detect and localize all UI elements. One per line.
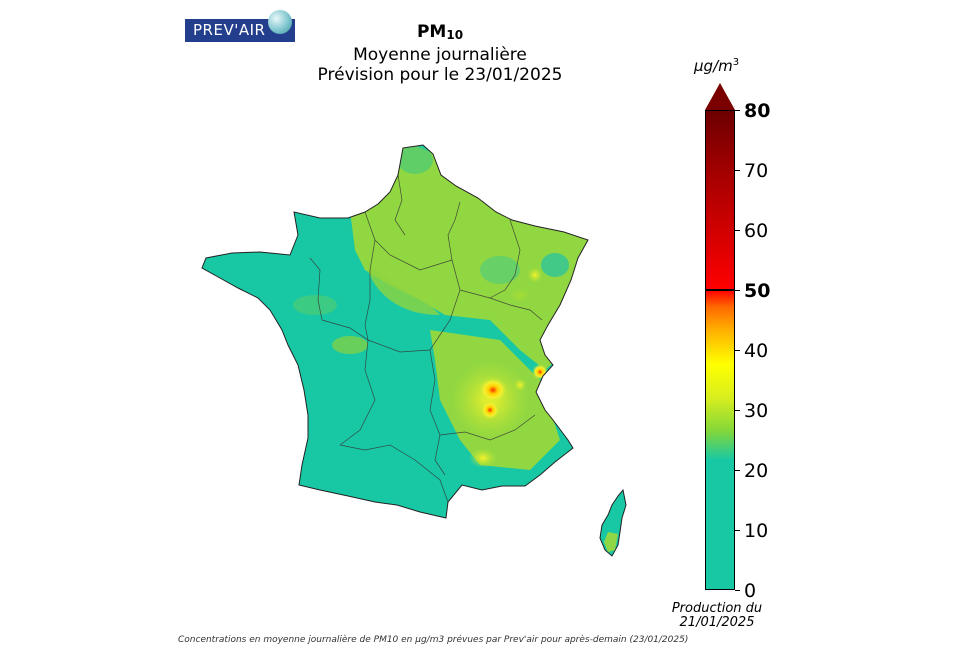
production-line-2: 21/01/2025 xyxy=(679,615,755,630)
colorbar-label-50: 50 xyxy=(744,280,771,302)
colorbar-label-0: 0 xyxy=(744,580,757,602)
mainland-france xyxy=(202,145,588,518)
map-caption: Concentrations en moyenne journalière de… xyxy=(178,635,689,645)
colorbar-label-10: 10 xyxy=(744,520,769,542)
colorbar-tick xyxy=(735,170,740,171)
production-date: Production du 21/01/2025 xyxy=(660,602,774,630)
colorbar-tick xyxy=(735,410,740,411)
title-pollutant: PM10 xyxy=(416,22,464,42)
colorbar-label-30: 30 xyxy=(744,400,769,422)
colorbar-label-80: 80 xyxy=(744,100,771,122)
colorbar-threshold-line xyxy=(705,289,735,291)
colorbar-unit: µg/m3 xyxy=(694,57,740,75)
colorbar-label-20: 20 xyxy=(744,460,769,482)
title-line-1: Moyenne journalière xyxy=(353,45,527,65)
map-title: PM10 Moyenne journalière Prévision pour … xyxy=(300,22,580,85)
production-line-1: Production du xyxy=(671,601,763,616)
colorbar-tick xyxy=(735,470,740,471)
colorbar-tick xyxy=(735,530,740,531)
colorbar-tick xyxy=(735,350,740,351)
region-borders xyxy=(309,174,543,503)
prevair-logo: PREV'AIR xyxy=(185,19,295,42)
colorbar-overflow-arrow xyxy=(705,83,735,110)
colorbar-label-60: 60 xyxy=(744,220,769,242)
colorbar-label-70: 70 xyxy=(744,160,769,182)
colorbar-tick xyxy=(735,290,740,291)
colorbar xyxy=(705,110,735,590)
colorbar-label-40: 40 xyxy=(744,340,769,362)
colorbar-tick xyxy=(735,230,740,231)
title-line-2: Prévision pour le 23/01/2025 xyxy=(317,65,563,85)
colorbar-tick xyxy=(735,110,740,111)
colorbar-tick xyxy=(735,590,740,591)
logo-text: PREV'AIR xyxy=(193,21,266,39)
france-concentration-map xyxy=(201,144,627,557)
logo-globe-icon xyxy=(268,10,292,34)
coastline xyxy=(201,144,589,519)
corsica xyxy=(599,488,627,557)
